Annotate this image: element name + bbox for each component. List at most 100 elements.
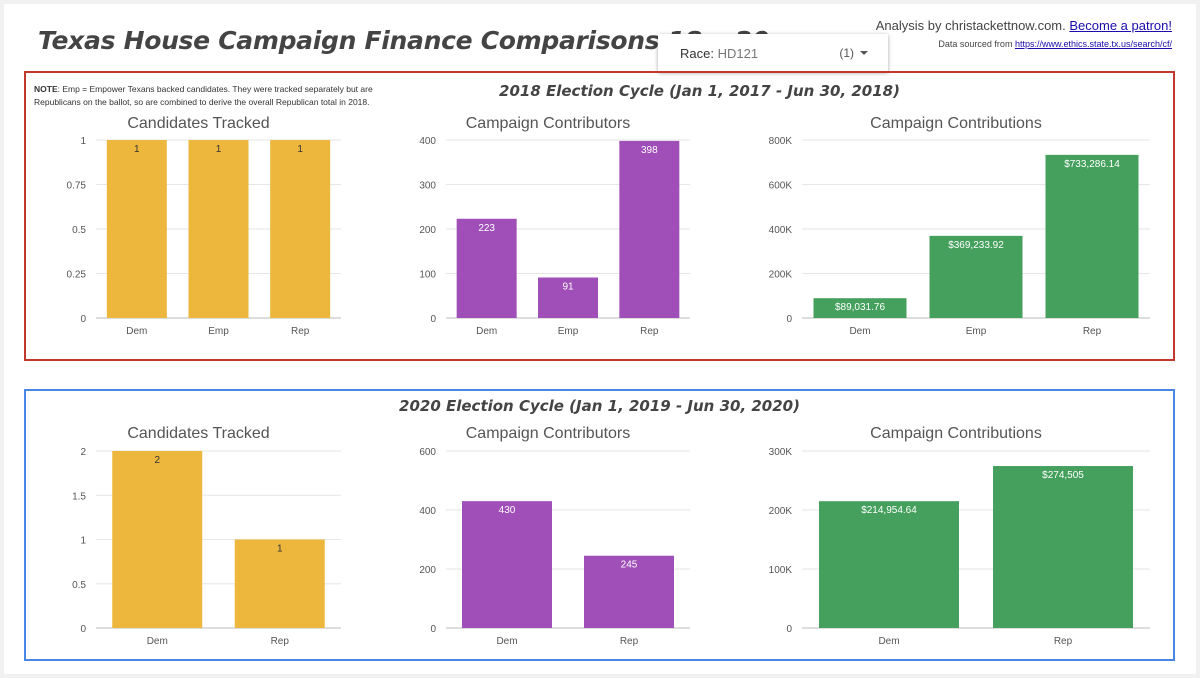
data-label: 398 (641, 145, 658, 156)
chart-title: Candidates Tracked (127, 115, 269, 132)
chevron-down-icon[interactable] (860, 51, 868, 55)
race-filter-label: Race: HD121 (680, 46, 759, 61)
bar-dem[interactable] (106, 140, 167, 318)
y-tick-label: 1.5 (72, 491, 86, 502)
y-tick-label: 200 (419, 565, 436, 576)
x-tick-label: Dem (496, 636, 517, 647)
x-tick-label: Dem (126, 326, 147, 337)
bar-emp[interactable] (188, 140, 249, 318)
chart-2018-campaign-contributors: Campaign Contributors 0 100 200 300 400 223 Dem… (419, 115, 690, 337)
bar-rep[interactable] (234, 539, 325, 629)
x-tick-label: Rep (1054, 636, 1073, 647)
bar-dem[interactable] (819, 501, 959, 628)
x-tick-label: Dem (849, 326, 870, 337)
y-tick-label: 0.5 (72, 225, 86, 236)
bar-rep[interactable] (1045, 154, 1139, 318)
data-label: 1 (216, 144, 222, 155)
y-tick-label: 400 (419, 506, 436, 517)
data-label: 1 (297, 144, 303, 155)
x-tick-label: Rep (271, 636, 290, 647)
y-tick-label: 0.75 (67, 181, 87, 192)
x-tick-label: Rep (291, 326, 310, 337)
race-filter-value: HD121 (717, 46, 759, 61)
credit-line: Analysis by christackettnow.com. Become … (875, 18, 1172, 33)
data-label: $733,286.14 (1064, 159, 1120, 170)
bar-dem[interactable] (462, 501, 552, 628)
y-tick-label: 0 (786, 314, 792, 325)
y-tick-label: 300K (769, 447, 793, 458)
chart-2020-campaign-contributions: Campaign Contributions 0 100K 200K 300K $214,… (769, 425, 1150, 647)
data-label: 1 (277, 544, 283, 555)
bar-dem[interactable] (456, 218, 517, 318)
chart-title: Campaign Contributors (466, 425, 631, 442)
emp-note: NOTE: Emp = Empower Texans backed candid… (34, 84, 373, 107)
y-tick-label: 300 (419, 181, 436, 192)
y-tick-label: 1 (80, 136, 86, 147)
bar-emp[interactable] (929, 235, 1023, 318)
race-filter-count: (1) (839, 46, 854, 60)
x-tick-label: Rep (620, 636, 639, 647)
y-tick-label: 0.25 (67, 270, 87, 281)
x-tick-label: Dem (878, 636, 899, 647)
y-tick-label: 200 (419, 225, 436, 236)
y-tick-label: 100 (419, 270, 436, 281)
y-tick-label: 400 (419, 136, 436, 147)
chart-2020-candidates-tracked: Candidates Tracked 0 0.5 1 1.5 2 2 Dem 1 Rep (72, 425, 341, 647)
bar-rep[interactable] (619, 140, 680, 318)
chart-2018-campaign-contributions: Campaign Contributions 0 200K 400K 600K 800K $… (769, 115, 1150, 337)
y-tick-label: 100K (769, 565, 793, 576)
x-tick-label: Emp (966, 326, 987, 337)
x-tick-label: Rep (1083, 326, 1102, 337)
chart-2018-candidates-tracked: Candidates Tracked 0 0.25 0.5 0.75 1 1 Dem 1 Emp 1… (67, 115, 341, 337)
bar-emp[interactable] (538, 277, 598, 318)
data-label: 1 (134, 144, 140, 155)
x-tick-label: Emp (208, 326, 229, 337)
bar-dem[interactable] (813, 298, 907, 318)
y-tick-label: 600 (419, 447, 436, 458)
data-label: 91 (562, 282, 574, 293)
bar-rep[interactable] (584, 555, 674, 628)
chart-2020-campaign-contributors: Campaign Contributors 0 200 400 600 430 Dem 245… (419, 425, 690, 647)
source-line: Data sourced from https://www.ethics.sta… (938, 39, 1172, 49)
data-label: $89,031.76 (835, 302, 885, 313)
y-tick-label: 0 (786, 624, 792, 635)
data-label: $214,954.64 (861, 505, 917, 516)
cycle-2018-title: 2018 Election Cycle (Jan 1, 2017 - Jun 3… (499, 82, 900, 100)
data-label: 223 (478, 223, 495, 234)
x-tick-label: Dem (476, 326, 497, 337)
y-tick-label: 800K (769, 136, 793, 147)
race-filter-dropdown[interactable]: Race: HD121 (1) (658, 34, 888, 72)
bar-dem[interactable] (112, 451, 203, 628)
chart-title: Campaign Contributions (870, 115, 1042, 132)
data-label: 2 (154, 455, 160, 466)
y-tick-label: 2 (80, 447, 86, 458)
data-label: $369,233.92 (948, 240, 1004, 251)
chart-title: Campaign Contributors (466, 115, 631, 132)
x-tick-label: Emp (558, 326, 579, 337)
y-tick-label: 1 (80, 536, 86, 547)
x-tick-label: Dem (147, 636, 168, 647)
cycle-2020-title: 2020 Election Cycle (Jan 1, 2019 - Jun 3… (399, 397, 800, 415)
cycle-2018-section: NOTE: Emp = Empower Texans backed candid… (24, 71, 1175, 361)
y-tick-label: 0 (430, 624, 436, 635)
y-tick-label: 0 (80, 624, 86, 635)
x-tick-label: Rep (640, 326, 659, 337)
y-tick-label: 200K (769, 506, 793, 517)
chart-title: Candidates Tracked (127, 425, 269, 442)
data-label: $274,505 (1042, 470, 1084, 481)
y-tick-label: 0 (80, 314, 86, 325)
y-tick-label: 0.5 (72, 580, 86, 591)
chart-title: Campaign Contributions (870, 425, 1042, 442)
cycle-2020-section: 2020 Election Cycle (Jan 1, 2019 - Jun 3… (24, 389, 1175, 661)
y-tick-label: 0 (430, 314, 436, 325)
data-label: 430 (499, 505, 516, 516)
bar-rep[interactable] (993, 466, 1133, 628)
data-label: 245 (621, 560, 638, 571)
y-tick-label: 600K (769, 181, 793, 192)
source-link[interactable]: https://www.ethics.state.tx.us/search/cf… (1014, 39, 1172, 49)
patron-link[interactable]: Become a patron! (1069, 18, 1172, 33)
bar-rep[interactable] (270, 140, 331, 318)
page-title: Texas House Campaign Finance Comparisons… (38, 26, 769, 55)
y-tick-label: 200K (769, 270, 793, 281)
y-tick-label: 400K (769, 225, 793, 236)
